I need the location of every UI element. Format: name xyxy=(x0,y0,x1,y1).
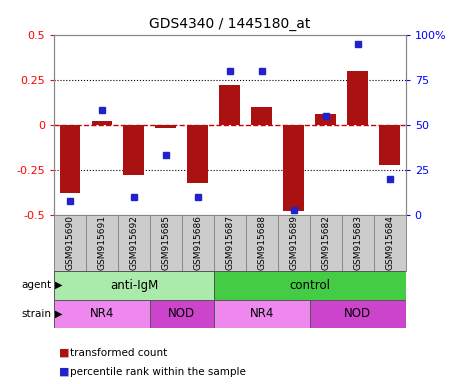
Bar xyxy=(219,85,240,125)
Text: percentile rank within the sample: percentile rank within the sample xyxy=(70,367,246,377)
Text: GSM915682: GSM915682 xyxy=(321,215,330,270)
Bar xyxy=(278,215,310,271)
Bar xyxy=(379,125,400,164)
Bar xyxy=(54,271,214,300)
Bar xyxy=(283,125,304,212)
Bar xyxy=(251,107,272,125)
Bar xyxy=(60,125,80,194)
Bar xyxy=(374,215,406,271)
Bar xyxy=(91,121,112,125)
Bar xyxy=(150,215,182,271)
Text: ■: ■ xyxy=(59,348,69,358)
Bar xyxy=(118,215,150,271)
Bar xyxy=(54,300,150,328)
Bar xyxy=(214,300,310,328)
Text: anti-IgM: anti-IgM xyxy=(110,279,158,291)
Text: ▶: ▶ xyxy=(55,280,62,290)
Bar xyxy=(182,215,214,271)
Text: transformed count: transformed count xyxy=(70,348,167,358)
Text: NR4: NR4 xyxy=(90,308,114,320)
Bar xyxy=(150,300,214,328)
Bar xyxy=(246,215,278,271)
Text: strain: strain xyxy=(22,309,52,319)
Bar xyxy=(54,215,86,271)
Text: GSM915688: GSM915688 xyxy=(257,215,266,270)
Text: GSM915686: GSM915686 xyxy=(193,215,202,270)
Text: NOD: NOD xyxy=(344,308,371,320)
Text: NR4: NR4 xyxy=(250,308,274,320)
Text: GSM915684: GSM915684 xyxy=(385,215,394,270)
Bar xyxy=(342,215,374,271)
Text: GDS4340 / 1445180_at: GDS4340 / 1445180_at xyxy=(149,17,310,31)
Bar xyxy=(214,215,246,271)
Bar xyxy=(310,300,406,328)
Text: agent: agent xyxy=(22,280,52,290)
Bar xyxy=(86,215,118,271)
Text: GSM915685: GSM915685 xyxy=(161,215,170,270)
Bar xyxy=(155,125,176,128)
Text: GSM915691: GSM915691 xyxy=(98,215,106,270)
Bar xyxy=(123,125,144,175)
Bar xyxy=(214,271,406,300)
Text: GSM915692: GSM915692 xyxy=(129,215,138,270)
Bar xyxy=(310,215,342,271)
Text: GSM915690: GSM915690 xyxy=(65,215,75,270)
Bar xyxy=(315,114,336,125)
Text: GSM915689: GSM915689 xyxy=(289,215,298,270)
Text: control: control xyxy=(289,279,330,291)
Text: NOD: NOD xyxy=(168,308,196,320)
Text: GSM915687: GSM915687 xyxy=(225,215,234,270)
Bar xyxy=(348,71,368,125)
Text: ■: ■ xyxy=(59,367,69,377)
Text: ▶: ▶ xyxy=(55,309,62,319)
Bar xyxy=(188,125,208,182)
Text: GSM915683: GSM915683 xyxy=(353,215,362,270)
